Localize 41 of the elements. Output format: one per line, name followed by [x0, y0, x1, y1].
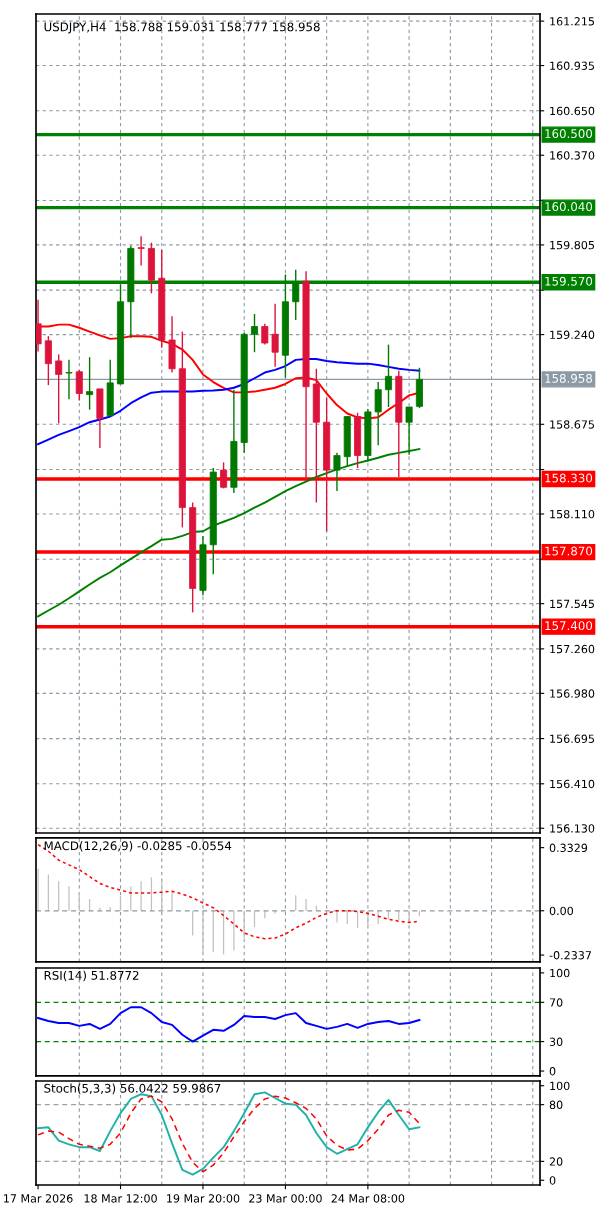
y-tick-label: 80: [549, 1100, 563, 1110]
ref-line-label: 158.958: [545, 373, 593, 383]
y-tick-label: 157.545: [550, 599, 594, 609]
y-tick-label: 161.215: [550, 17, 594, 26]
text: USDJPY,H4 158.788 159.031 158.777 158.958: [44, 22, 320, 34]
x-tick-label: 18 Mar 12:00: [84, 1194, 157, 1203]
y-tick-label: 30: [549, 1037, 563, 1046]
y-tick-label: 157.260: [550, 644, 595, 654]
ref-line-label: 157.870: [545, 546, 593, 556]
y-tick-label: 160.650: [550, 106, 595, 116]
y-tick-label: 159.805: [550, 240, 594, 250]
x-tick-label: 17 Mar 2026: [4, 1194, 73, 1203]
y-tick-label: 156.410: [550, 779, 595, 789]
y-tick-label: 0: [549, 1176, 556, 1185]
x-tick-label: 24 Mar 08:00: [331, 1194, 405, 1203]
y-tick-label: 0: [549, 1067, 556, 1076]
y-tick-label: 156.130: [550, 824, 595, 833]
y-tick-label: -0.2337: [549, 951, 591, 960]
ref-line-label: 160.040: [545, 202, 593, 212]
y-tick-label: 100: [550, 968, 570, 978]
ref-line-label: 159.570: [545, 276, 593, 286]
y-tick-label: 158.675: [550, 420, 594, 429]
ref-line-label: 160.500: [545, 129, 593, 139]
chart-title: RSI(14) 51.8772: [44, 970, 139, 982]
y-tick-label: 156.980: [550, 689, 595, 698]
chart-title: MACD(12,26,9) -0.0285 -0.0554: [44, 841, 232, 852]
y-tick-label: 100: [550, 1081, 570, 1091]
ref-line-label: 158.330: [545, 473, 593, 483]
y-tick-label: 0.00: [549, 906, 574, 916]
ref-line-label: 157.400: [545, 621, 593, 631]
chart-title: Stoch(5,3,3) 56.0422 59.9867: [44, 1083, 221, 1095]
y-tick-label: 156.695: [550, 734, 594, 743]
y-tick-label: 160.370: [550, 151, 595, 160]
y-tick-label: 0.3329: [549, 843, 588, 853]
y-tick-label: 159.240: [550, 330, 595, 339]
y-tick-label: 70: [549, 998, 563, 1007]
y-tick-label: 160.935: [550, 61, 594, 70]
y-tick-label: 20: [549, 1157, 563, 1166]
x-tick-label: 23 Mar 00:00: [249, 1194, 322, 1203]
y-tick-label: 158.110: [550, 509, 595, 519]
x-tick-label: 19 Mar 20:00: [167, 1194, 240, 1203]
